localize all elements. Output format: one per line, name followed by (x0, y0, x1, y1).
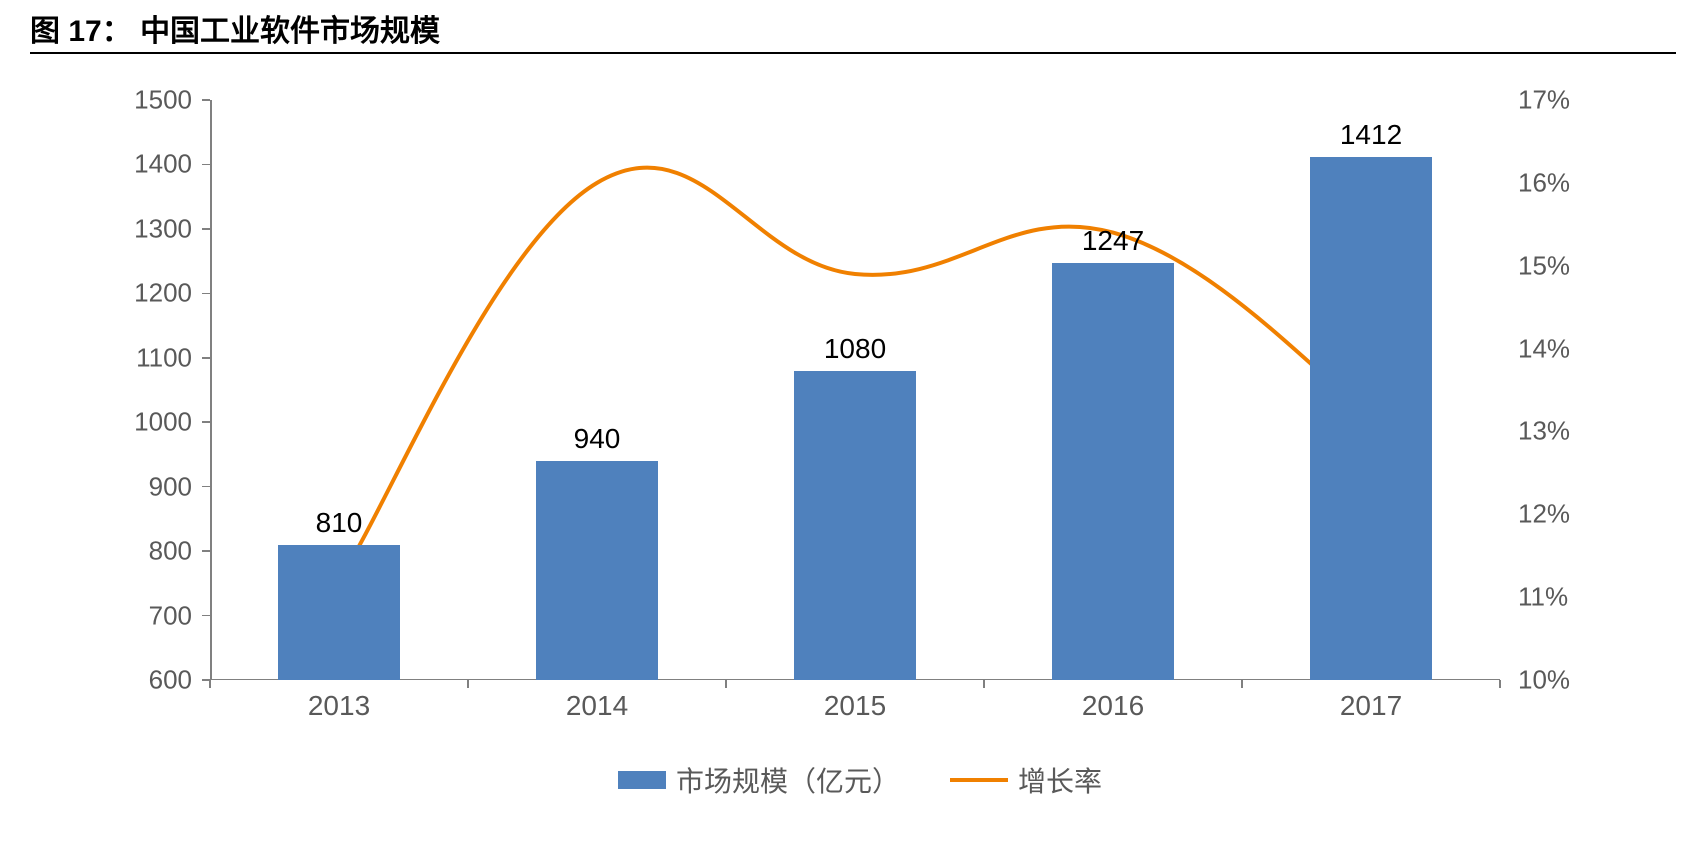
chart: 600700800900100011001200130014001500 10%… (100, 100, 1620, 800)
x-category-label: 2013 (308, 690, 370, 722)
legend-item-line: 增长率 (950, 760, 1102, 800)
x-category-label: 2015 (824, 690, 886, 722)
bar (794, 371, 915, 680)
figure-title-text: 中国工业软件市场规模 (140, 15, 440, 48)
bar-value-label: 940 (574, 423, 621, 455)
tick-mark-left (202, 550, 210, 552)
bar (1052, 263, 1173, 680)
ytick-left: 1200 (134, 278, 192, 309)
bar-value-label: 1247 (1082, 225, 1144, 257)
bar-value-label: 1080 (824, 333, 886, 365)
tick-mark-left (202, 293, 210, 295)
ytick-right: 14% (1518, 333, 1570, 364)
tick-mark-bottom (725, 680, 727, 688)
tick-mark-left (202, 99, 210, 101)
ytick-left: 1000 (134, 407, 192, 438)
tick-mark-left (202, 421, 210, 423)
plot-area: 810 940 1080 1247 1412 (210, 100, 1500, 680)
bar (536, 461, 657, 680)
tick-mark-bottom (1499, 680, 1501, 688)
legend: 市场规模（亿元） 增长率 (100, 760, 1620, 800)
bar-value-label: 1412 (1340, 119, 1402, 151)
title-underline (30, 52, 1676, 54)
bar-value-label: 810 (316, 507, 363, 539)
y-axis-left: 600700800900100011001200130014001500 (100, 100, 200, 680)
ytick-right: 16% (1518, 167, 1570, 198)
tick-mark-left (202, 228, 210, 230)
x-category-label: 2014 (566, 690, 628, 722)
tick-mark-left (202, 357, 210, 359)
ytick-left: 900 (149, 471, 192, 502)
legend-label-line: 增长率 (1018, 760, 1102, 800)
axis-line-left (210, 100, 212, 680)
ytick-right: 17% (1518, 85, 1570, 116)
ytick-right: 12% (1518, 499, 1570, 530)
tick-mark-left (202, 164, 210, 166)
y-axis-right: 10%11%12%13%14%15%16%17% (1510, 100, 1620, 680)
ytick-left: 1100 (136, 342, 192, 373)
legend-swatch-bar (618, 771, 666, 789)
ytick-left: 1300 (134, 213, 192, 244)
ytick-left: 800 (149, 536, 192, 567)
tick-mark-bottom (467, 680, 469, 688)
x-category-label: 2017 (1340, 690, 1402, 722)
tick-mark-bottom (1241, 680, 1243, 688)
tick-mark-left (202, 615, 210, 617)
tick-mark-bottom (209, 680, 211, 688)
ytick-left: 1500 (134, 85, 192, 116)
legend-swatch-line (950, 778, 1008, 782)
ytick-left: 1400 (134, 149, 192, 180)
x-axis: 2013 2014 2015 2016 2017 (210, 690, 1500, 730)
x-category-label: 2016 (1082, 690, 1144, 722)
legend-label-bars: 市场规模（亿元） (676, 760, 900, 800)
ytick-right: 13% (1518, 416, 1570, 447)
ytick-right: 11% (1518, 582, 1568, 613)
bar (1310, 157, 1431, 680)
ytick-left: 700 (149, 600, 192, 631)
tick-mark-bottom (983, 680, 985, 688)
page: 图 17： 中国工业软件市场规模 600 700 800 900 1000 1100 120… (0, 0, 1706, 846)
legend-item-bars: 市场规模（亿元） (618, 760, 900, 800)
ytick-left: 600 (149, 665, 192, 696)
tick-mark-left (202, 486, 210, 488)
ytick-right: 15% (1518, 250, 1570, 281)
bar (278, 545, 399, 680)
ytick-right: 10% (1518, 665, 1570, 696)
figure-number: 图 17： (30, 15, 132, 48)
